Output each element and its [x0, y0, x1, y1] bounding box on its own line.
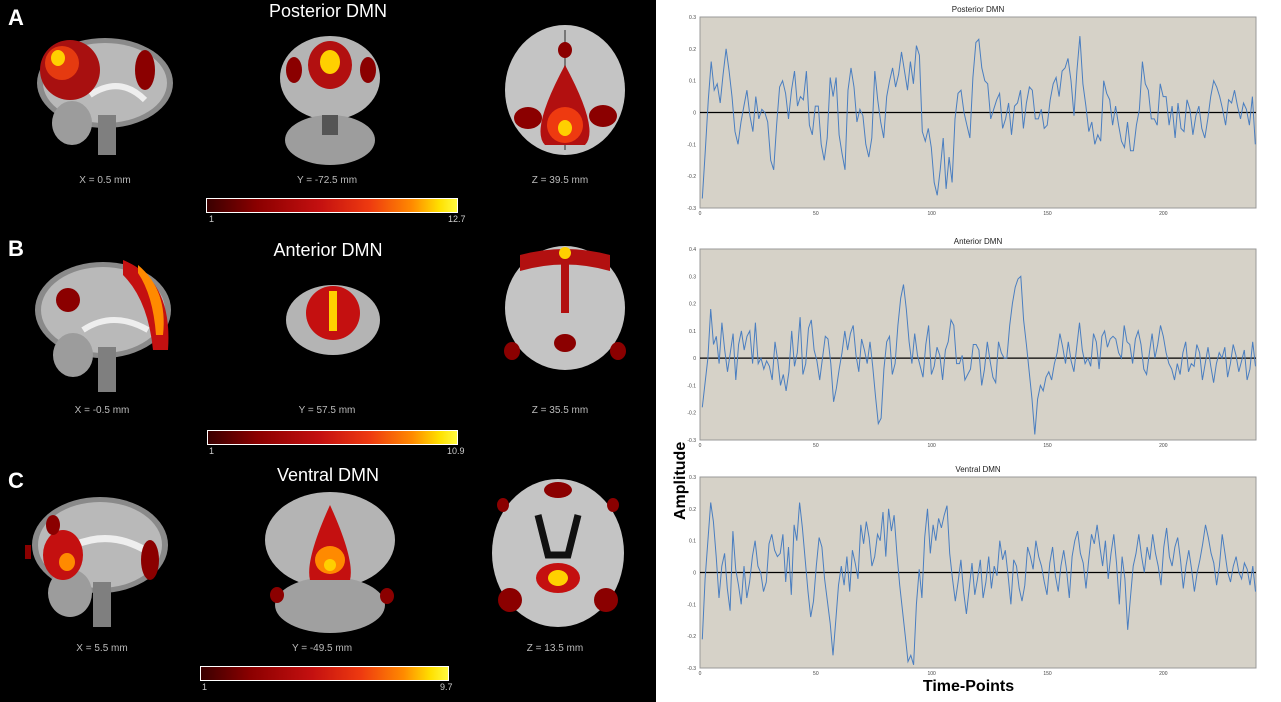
- coronal-slice-a: [280, 36, 380, 165]
- colorbar-a-max: 12.7: [448, 214, 466, 224]
- sagittal-slice-c: [25, 497, 168, 627]
- series-line: [701, 275, 1256, 435]
- panel-c-title: Ventral DMN: [276, 465, 380, 485]
- x-tick-label: 50: [813, 211, 819, 217]
- x-tick-label: 150: [1043, 443, 1052, 449]
- coord-c-x: X = 5.5 mm: [76, 643, 128, 654]
- y-tick-label: -0.1: [687, 383, 696, 389]
- colorbar-c-min: 1: [202, 682, 208, 692]
- y-tick-label: -0.3: [687, 438, 696, 444]
- y-tick-label: 0.4: [689, 247, 696, 253]
- coord-a-y: Y = -72.5 mm: [296, 175, 358, 186]
- y-tick-label: -0.3: [687, 206, 696, 212]
- coord-b-z: Z = 35.5 mm: [531, 405, 589, 416]
- x-tick-label: 150: [1043, 211, 1052, 217]
- x-tick-label: 200: [1159, 443, 1168, 449]
- coord-b-y: Y = 57.5 mm: [298, 405, 356, 416]
- x-tick-label: 100: [927, 443, 936, 449]
- plot-background: [699, 248, 1257, 441]
- chart-title: Anterior DMN: [954, 237, 1003, 246]
- x-tick-label: 100: [927, 211, 936, 217]
- axial-slice-a: [505, 25, 625, 155]
- panel-b-title: Anterior DMN: [273, 240, 383, 260]
- y-tick-label: 0: [693, 111, 696, 117]
- y-axis-label: Amplitude: [672, 441, 689, 520]
- coord-c-y: Y = -49.5 mm: [291, 643, 353, 654]
- coronal-slice-b: [286, 285, 380, 355]
- colorbar-b-max: 10.9: [447, 446, 465, 456]
- y-tick-label: 0.2: [689, 507, 696, 513]
- panel-c-label: C: [8, 468, 24, 493]
- y-tick-label: 0: [693, 571, 696, 577]
- axial-slice-b: [504, 246, 626, 370]
- timeseries-chart-ventral: Ventral DMN 0.3 0.2 0.1 0 -0.1 -0.2 -0.3 0 50 100 1…: [656, 460, 1281, 680]
- coord-a-x: X = 0.5 mm: [79, 175, 131, 186]
- x-tick-label: 0: [699, 211, 702, 217]
- colorbar-a: [206, 198, 458, 213]
- y-tick-label: -0.3: [687, 666, 696, 672]
- x-tick-label: 200: [1159, 671, 1168, 677]
- y-tick-label: 0.2: [689, 302, 696, 308]
- series-line: [701, 502, 1256, 665]
- y-tick-label: 0.1: [689, 79, 696, 85]
- y-tick-label: 0.1: [689, 329, 696, 335]
- y-tick-label: 0.1: [689, 539, 696, 545]
- coord-b-x: X = -0.5 mm: [74, 405, 130, 416]
- colorbar-b: [207, 430, 458, 445]
- coronal-slice-c: [265, 492, 395, 633]
- y-tick-label: 0.2: [689, 47, 696, 53]
- y-tick-label: -0.1: [687, 142, 696, 148]
- y-tick-label: 0.3: [689, 15, 696, 21]
- x-tick-label: 0: [699, 671, 702, 677]
- y-tick-label: -0.2: [687, 174, 696, 180]
- sagittal-slice-a: [37, 38, 173, 155]
- y-tick-label: -0.1: [687, 602, 696, 608]
- colorbar-c-max: 9.7: [440, 682, 453, 692]
- timeseries-chart-posterior: Posterior DMN 0.3 0.2 0.1 0 -0.1 -0.2 -0.3 0 50 10…: [656, 0, 1281, 220]
- colorbar-b-min: 1: [209, 446, 215, 456]
- timeseries-chart-anterior: Anterior DMN 0.4 0.3 0.2 0.1 0 -0.1 -0.2 -0.3 0 50…: [656, 232, 1281, 452]
- chart-title: Ventral DMN: [955, 465, 1001, 474]
- axial-slice-c: [492, 479, 624, 627]
- x-axis-label: Time-Points: [922, 678, 1015, 695]
- y-tick-label: 0.3: [689, 475, 696, 481]
- x-tick-label: 50: [813, 671, 819, 677]
- x-tick-label: 200: [1159, 211, 1168, 217]
- x-tick-label: 50: [813, 443, 819, 449]
- panel-a-title: Posterior DMN: [268, 1, 388, 21]
- x-tick-label: 0: [699, 443, 702, 449]
- coord-a-z: Z = 39.5 mm: [531, 175, 589, 186]
- y-tick-label: -0.2: [687, 634, 696, 640]
- sagittal-slice-b: [35, 260, 171, 392]
- series-line: [701, 36, 1256, 199]
- x-tick-label: 150: [1043, 671, 1052, 677]
- x-tick-label: 100: [927, 671, 936, 677]
- coord-c-z: Z = 13.5 mm: [526, 643, 584, 654]
- chart-title: Posterior DMN: [952, 5, 1005, 14]
- y-tick-label: 0: [693, 356, 696, 362]
- y-tick-label: -0.2: [687, 411, 696, 417]
- panel-a-label: A: [8, 5, 24, 30]
- panel-b-label: B: [8, 236, 24, 261]
- colorbar-c: [200, 666, 449, 681]
- y-tick-label: 0.3: [689, 274, 696, 280]
- timeseries-area: Posterior DMN 0.3 0.2 0.1 0 -0.1 -0.2 -0.3 0 50 10…: [656, 0, 1281, 702]
- colorbar-a-min: 1: [209, 214, 215, 224]
